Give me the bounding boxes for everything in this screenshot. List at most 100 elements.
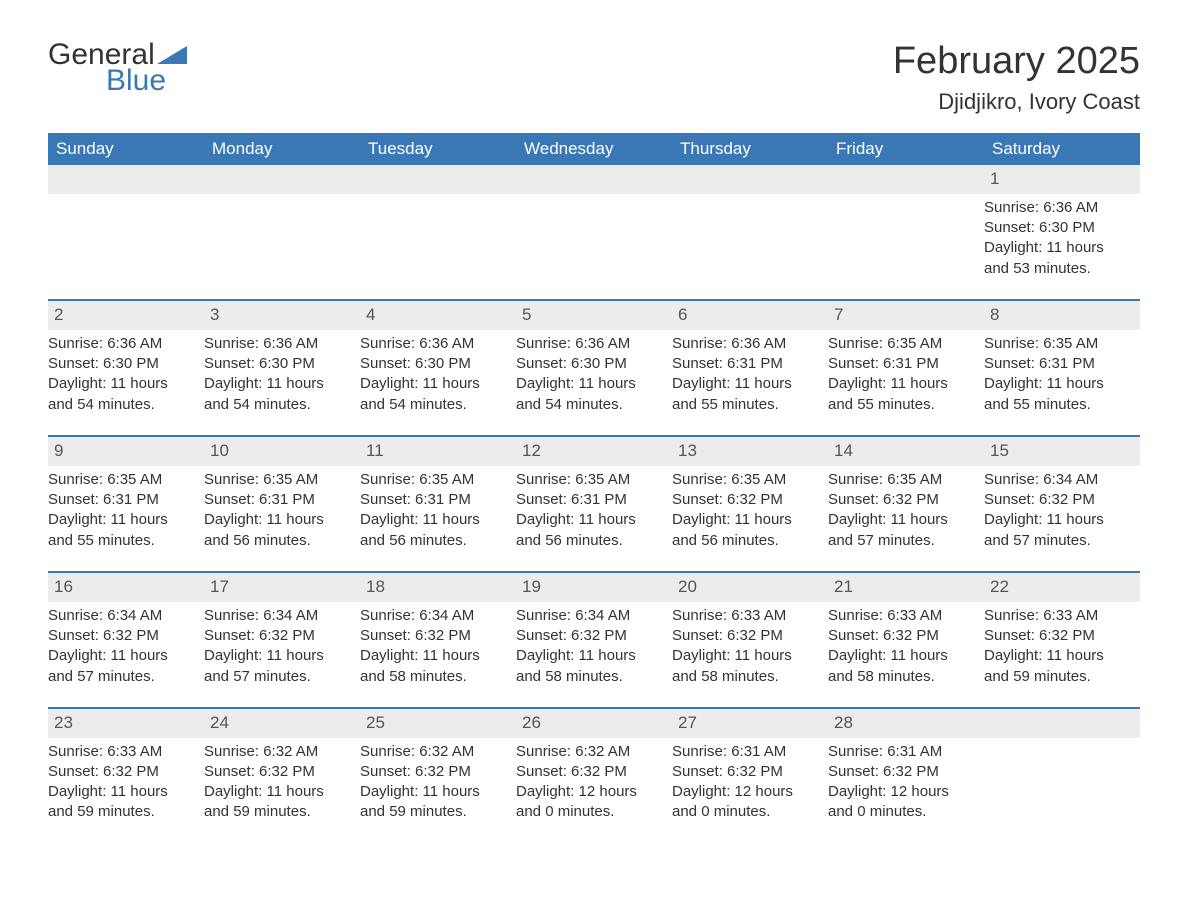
daylight-text: Daylight: 11 hours and 53 minutes. bbox=[984, 238, 1132, 279]
day-detail-cell: Sunrise: 6:35 AMSunset: 6:31 PMDaylight:… bbox=[48, 466, 204, 572]
weekday-header: Tuesday bbox=[360, 133, 516, 165]
day-detail-cell bbox=[828, 194, 984, 300]
day-number-cell bbox=[516, 165, 672, 194]
day-detail-cell: Sunrise: 6:35 AMSunset: 6:31 PMDaylight:… bbox=[984, 330, 1140, 436]
title-block: February 2025 Djidjikro, Ivory Coast bbox=[893, 40, 1140, 115]
daylight-text: Daylight: 11 hours and 57 minutes. bbox=[984, 510, 1132, 551]
day-detail-cell: Sunrise: 6:35 AMSunset: 6:31 PMDaylight:… bbox=[204, 466, 360, 572]
day-number-cell: 3 bbox=[204, 300, 360, 330]
sunset-text: Sunset: 6:32 PM bbox=[672, 626, 820, 646]
day-number-cell bbox=[360, 165, 516, 194]
sunrise-text: Sunrise: 6:35 AM bbox=[828, 334, 976, 354]
sunset-text: Sunset: 6:30 PM bbox=[984, 218, 1132, 238]
sunrise-text: Sunrise: 6:36 AM bbox=[672, 334, 820, 354]
daylight-text: Daylight: 11 hours and 55 minutes. bbox=[48, 510, 196, 551]
location: Djidjikro, Ivory Coast bbox=[893, 89, 1140, 115]
sunrise-text: Sunrise: 6:35 AM bbox=[360, 470, 508, 490]
sunrise-text: Sunrise: 6:34 AM bbox=[360, 606, 508, 626]
day-detail-cell: Sunrise: 6:34 AMSunset: 6:32 PMDaylight:… bbox=[48, 602, 204, 708]
day-number-row: 2345678 bbox=[48, 300, 1140, 330]
day-number-cell: 26 bbox=[516, 708, 672, 738]
day-number-cell bbox=[672, 165, 828, 194]
sunset-text: Sunset: 6:31 PM bbox=[828, 354, 976, 374]
day-number-cell: 7 bbox=[828, 300, 984, 330]
day-number-cell: 28 bbox=[828, 708, 984, 738]
day-detail-cell bbox=[672, 194, 828, 300]
day-number-cell bbox=[204, 165, 360, 194]
daylight-text: Daylight: 11 hours and 57 minutes. bbox=[48, 646, 196, 687]
sunrise-text: Sunrise: 6:34 AM bbox=[984, 470, 1132, 490]
day-number-cell bbox=[48, 165, 204, 194]
sunset-text: Sunset: 6:32 PM bbox=[516, 762, 664, 782]
sunrise-text: Sunrise: 6:35 AM bbox=[672, 470, 820, 490]
sunset-text: Sunset: 6:30 PM bbox=[516, 354, 664, 374]
weekday-header-row: Sunday Monday Tuesday Wednesday Thursday… bbox=[48, 133, 1140, 165]
sunset-text: Sunset: 6:31 PM bbox=[984, 354, 1132, 374]
daylight-text: Daylight: 11 hours and 55 minutes. bbox=[672, 374, 820, 415]
day-number-row: 232425262728 bbox=[48, 708, 1140, 738]
day-number-cell: 24 bbox=[204, 708, 360, 738]
daylight-text: Daylight: 12 hours and 0 minutes. bbox=[672, 782, 820, 823]
day-detail-row: Sunrise: 6:33 AMSunset: 6:32 PMDaylight:… bbox=[48, 738, 1140, 843]
day-number-cell: 20 bbox=[672, 572, 828, 602]
daylight-text: Daylight: 11 hours and 58 minutes. bbox=[828, 646, 976, 687]
sunset-text: Sunset: 6:31 PM bbox=[672, 354, 820, 374]
daylight-text: Daylight: 11 hours and 54 minutes. bbox=[516, 374, 664, 415]
sunrise-text: Sunrise: 6:33 AM bbox=[48, 742, 196, 762]
weekday-header: Wednesday bbox=[516, 133, 672, 165]
day-number-cell: 27 bbox=[672, 708, 828, 738]
sunrise-text: Sunrise: 6:31 AM bbox=[828, 742, 976, 762]
day-detail-cell: Sunrise: 6:33 AMSunset: 6:32 PMDaylight:… bbox=[984, 602, 1140, 708]
day-number-cell bbox=[828, 165, 984, 194]
day-detail-cell: Sunrise: 6:36 AMSunset: 6:30 PMDaylight:… bbox=[984, 194, 1140, 300]
daylight-text: Daylight: 11 hours and 59 minutes. bbox=[360, 782, 508, 823]
day-number-cell bbox=[984, 708, 1140, 738]
sunrise-text: Sunrise: 6:32 AM bbox=[516, 742, 664, 762]
day-detail-cell: Sunrise: 6:32 AMSunset: 6:32 PMDaylight:… bbox=[204, 738, 360, 843]
sunrise-text: Sunrise: 6:35 AM bbox=[984, 334, 1132, 354]
day-detail-cell: Sunrise: 6:34 AMSunset: 6:32 PMDaylight:… bbox=[204, 602, 360, 708]
weekday-header: Friday bbox=[828, 133, 984, 165]
day-number-cell: 18 bbox=[360, 572, 516, 602]
day-number-cell: 10 bbox=[204, 436, 360, 466]
sunrise-text: Sunrise: 6:33 AM bbox=[672, 606, 820, 626]
day-number-cell: 6 bbox=[672, 300, 828, 330]
day-number-cell: 15 bbox=[984, 436, 1140, 466]
day-detail-cell: Sunrise: 6:34 AMSunset: 6:32 PMDaylight:… bbox=[516, 602, 672, 708]
sunset-text: Sunset: 6:32 PM bbox=[516, 626, 664, 646]
sunset-text: Sunset: 6:32 PM bbox=[828, 626, 976, 646]
day-detail-cell: Sunrise: 6:32 AMSunset: 6:32 PMDaylight:… bbox=[516, 738, 672, 843]
day-detail-row: Sunrise: 6:36 AMSunset: 6:30 PMDaylight:… bbox=[48, 194, 1140, 300]
daylight-text: Daylight: 11 hours and 54 minutes. bbox=[48, 374, 196, 415]
day-number-cell: 4 bbox=[360, 300, 516, 330]
sunrise-text: Sunrise: 6:35 AM bbox=[48, 470, 196, 490]
sunrise-text: Sunrise: 6:32 AM bbox=[360, 742, 508, 762]
sunset-text: Sunset: 6:32 PM bbox=[360, 762, 508, 782]
day-detail-cell: Sunrise: 6:35 AMSunset: 6:32 PMDaylight:… bbox=[828, 466, 984, 572]
day-number-row: 1 bbox=[48, 165, 1140, 194]
day-detail-cell bbox=[516, 194, 672, 300]
day-detail-cell: Sunrise: 6:36 AMSunset: 6:31 PMDaylight:… bbox=[672, 330, 828, 436]
weekday-header: Thursday bbox=[672, 133, 828, 165]
daylight-text: Daylight: 11 hours and 56 minutes. bbox=[360, 510, 508, 551]
day-number-cell: 17 bbox=[204, 572, 360, 602]
day-number-row: 16171819202122 bbox=[48, 572, 1140, 602]
sunset-text: Sunset: 6:30 PM bbox=[204, 354, 352, 374]
day-detail-cell: Sunrise: 6:35 AMSunset: 6:31 PMDaylight:… bbox=[516, 466, 672, 572]
day-number-cell: 21 bbox=[828, 572, 984, 602]
day-number-cell: 1 bbox=[984, 165, 1140, 194]
daylight-text: Daylight: 11 hours and 57 minutes. bbox=[204, 646, 352, 687]
day-detail-cell: Sunrise: 6:32 AMSunset: 6:32 PMDaylight:… bbox=[360, 738, 516, 843]
sunrise-text: Sunrise: 6:36 AM bbox=[360, 334, 508, 354]
day-detail-cell: Sunrise: 6:36 AMSunset: 6:30 PMDaylight:… bbox=[360, 330, 516, 436]
sunrise-text: Sunrise: 6:36 AM bbox=[204, 334, 352, 354]
day-detail-cell: Sunrise: 6:35 AMSunset: 6:32 PMDaylight:… bbox=[672, 466, 828, 572]
day-detail-cell bbox=[204, 194, 360, 300]
sunset-text: Sunset: 6:30 PM bbox=[360, 354, 508, 374]
sunrise-text: Sunrise: 6:36 AM bbox=[48, 334, 196, 354]
day-detail-cell: Sunrise: 6:33 AMSunset: 6:32 PMDaylight:… bbox=[672, 602, 828, 708]
sunrise-text: Sunrise: 6:34 AM bbox=[204, 606, 352, 626]
day-detail-cell: Sunrise: 6:31 AMSunset: 6:32 PMDaylight:… bbox=[672, 738, 828, 843]
sunset-text: Sunset: 6:32 PM bbox=[828, 490, 976, 510]
sunset-text: Sunset: 6:30 PM bbox=[48, 354, 196, 374]
